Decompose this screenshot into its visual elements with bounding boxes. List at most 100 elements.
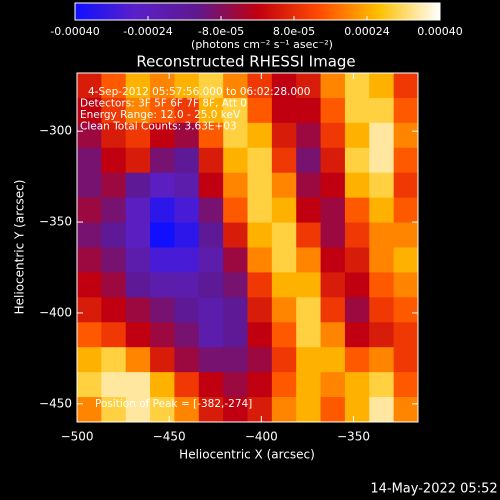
heatmap-cell [174, 73, 200, 99]
heatmap-cell [296, 172, 322, 199]
heatmap-cell [101, 372, 127, 398]
heatmap-cell [150, 73, 175, 99]
heatmap-cell [223, 372, 248, 398]
heatmap-cell [198, 147, 224, 174]
heatmap-cell [393, 97, 419, 124]
heatmap-cell [198, 247, 224, 273]
heatmap-cell [223, 322, 248, 348]
colorbar-tick-label: 0.00040 [417, 25, 463, 38]
heatmap-cell [223, 97, 248, 124]
heatmap-cell [296, 197, 322, 224]
heatmap-cell [223, 122, 248, 149]
heatmap-cell [198, 272, 224, 298]
heatmap-cell [77, 97, 102, 124]
y-tick-label: −350 [39, 215, 72, 229]
colorbar-tick-label: 0.00024 [344, 25, 390, 38]
heatmap-cell [77, 272, 102, 298]
colorbar-tick-label: -8.0e-05 [198, 25, 244, 38]
heatmap-cell [125, 172, 151, 199]
heatmap-cell [125, 297, 151, 323]
heatmap-cell [174, 97, 200, 124]
heatmap-cell [271, 197, 297, 224]
heatmap-cell [393, 372, 419, 398]
annotation: 4-Sep-2012 05:57:56.000 to 06:02:28.000 [88, 86, 310, 98]
colorbar-tick-label: 8.0e-05 [273, 25, 315, 38]
heatmap-cell [369, 297, 395, 323]
heatmap-cell [296, 247, 322, 273]
heatmap-cell [393, 222, 419, 248]
heatmap-cell [296, 372, 322, 398]
image [77, 73, 419, 423]
heatmap-cell [150, 172, 175, 199]
heatmap-cell [369, 73, 395, 99]
heatmap-cell [198, 197, 224, 224]
heatmap-cell [77, 322, 102, 348]
heatmap-cell [223, 73, 248, 99]
heatmap-cell [174, 347, 200, 373]
heatmap-cell [271, 372, 297, 398]
x-axis-label: Heliocentric X (arcsec) [179, 448, 315, 462]
heatmap-cell [344, 372, 370, 398]
heatmap-cell [198, 297, 224, 323]
heatmap-cell [125, 97, 151, 124]
heatmap-cell [393, 272, 419, 298]
heatmap-cell [271, 297, 297, 323]
heatmap-cell [296, 147, 322, 174]
heatmap-cell [344, 347, 370, 373]
heatmap-cell [174, 372, 200, 398]
heatmap-cell [393, 172, 419, 199]
heatmap-cell [247, 347, 273, 373]
heatmap-cell [344, 122, 370, 149]
heatmap-cell [369, 322, 395, 348]
heatmap-cell [77, 197, 102, 224]
heatmap-cell [174, 272, 200, 298]
heatmap-cell [393, 397, 419, 423]
heatmap-cell [150, 397, 175, 423]
heatmap-cell [393, 347, 419, 373]
heatmap-cell [296, 122, 322, 149]
heatmap-cell [198, 73, 224, 99]
heatmap-cell [320, 272, 346, 298]
heatmap-cell [77, 172, 102, 199]
heatmap-cell [125, 322, 151, 348]
heatmap-cell [125, 397, 151, 423]
overlay: 4-Sep-2012 05:57:56.000 to 06:02:28.000D… [76, 72, 419, 423]
heatmap-cell [223, 172, 248, 199]
heatmap-cell [223, 297, 248, 323]
heatmap-cell [320, 247, 346, 273]
plot-frame [76, 72, 419, 423]
x-tick-label: −500 [61, 430, 94, 444]
heatmap-cell [150, 122, 175, 149]
heatmap-cell [320, 172, 346, 199]
colorbar-label: (photons cm⁻² s⁻¹ asec⁻²) [191, 38, 333, 51]
heatmap-cell [198, 347, 224, 373]
annotation: Clean Total Counts: 3.63E+03 [80, 121, 237, 133]
heatmap-cell [101, 97, 127, 124]
heatmap-cell [320, 222, 346, 248]
heatmap-cell [271, 397, 297, 423]
heatmap-cell [198, 397, 224, 423]
heatmap-cell [344, 197, 370, 224]
heatmap-cell [369, 122, 395, 149]
heatmap-cell [150, 347, 175, 373]
heatmap-cell [101, 122, 127, 149]
peak-annotation: Position of Peak = [-382,-274] [95, 398, 252, 410]
heatmap-cell [247, 172, 273, 199]
y-axis-label: Heliocentric Y (arcsec) [13, 180, 27, 315]
heatmap-cell [247, 372, 273, 398]
heatmap-cell [247, 397, 273, 423]
heatmap-cell [101, 73, 127, 99]
heatmap-cell [393, 197, 419, 224]
annotation: Detectors: 3F 5F 6F 7F 8F, Att 0 [80, 98, 247, 110]
heatmap-cell [150, 272, 175, 298]
heatmap-cell [125, 222, 151, 248]
heatmap-cell [271, 222, 297, 248]
heatmap-cell [198, 222, 224, 248]
heatmap-cell [320, 122, 346, 149]
heatmap-cell [344, 397, 370, 423]
heatmap-cell [344, 297, 370, 323]
heatmap-cell [247, 73, 273, 99]
heatmap-cell [77, 372, 102, 398]
heatmap-cell [320, 97, 346, 124]
heatmap-cell [296, 347, 322, 373]
